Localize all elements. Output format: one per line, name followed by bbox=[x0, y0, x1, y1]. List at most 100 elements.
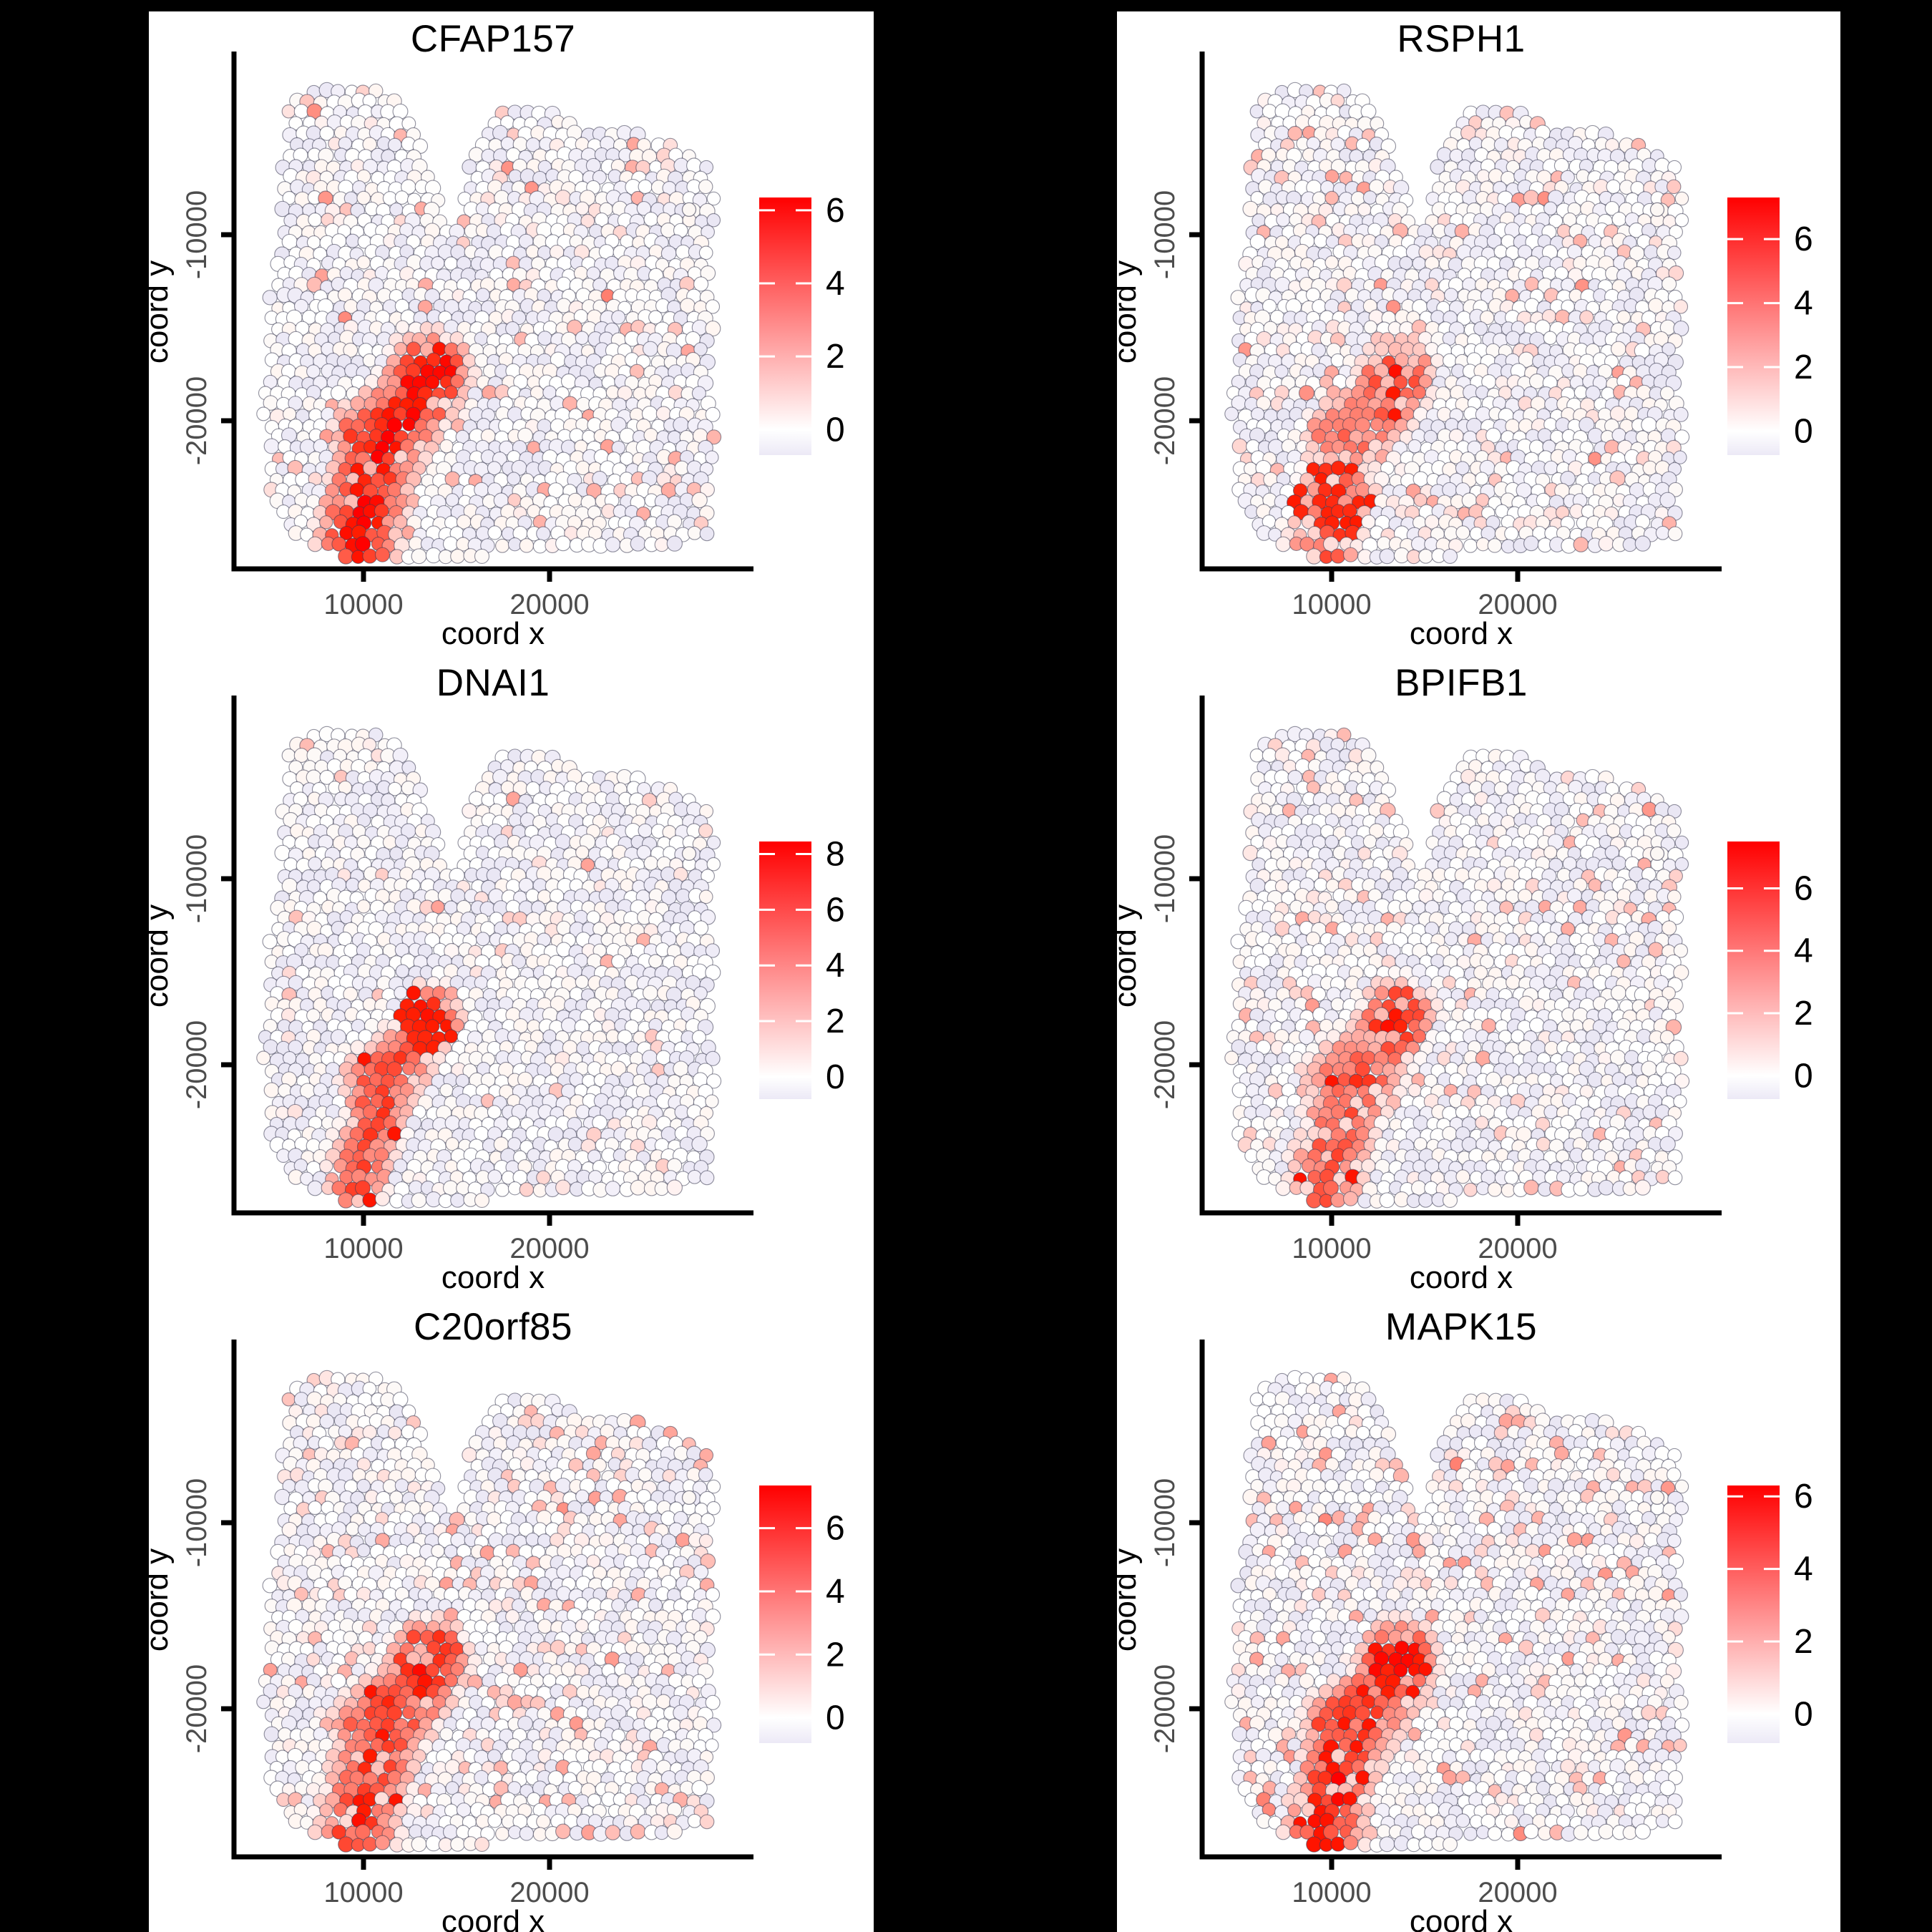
y-tick-label: -20000 bbox=[181, 1664, 213, 1754]
axes bbox=[1189, 1340, 1722, 1870]
colorbar-legend: 6 4 2 0 bbox=[759, 192, 845, 455]
colorbar-tick-label: 0 bbox=[1794, 1695, 1813, 1733]
mapk15-plot: 10000 20000 -10000 -20000 coord x coord y 6 4 2 0 bbox=[1117, 1340, 1813, 1932]
y-tick-label: -10000 bbox=[1149, 190, 1181, 280]
dnai1-plot: 10000 20000 -10000 -20000 coord x coord y 8 6 4 2… bbox=[149, 696, 845, 1295]
panel-cfap157: CFAP157 10000 20000 -10000 -20000 coord x coo… bbox=[149, 11, 874, 655]
page-title: DNAI1 bbox=[436, 662, 550, 704]
x-axis-title: coord x bbox=[1410, 1260, 1513, 1295]
colorbar-gradient bbox=[759, 841, 811, 1099]
x-tick-label: 20000 bbox=[1478, 589, 1557, 620]
x-tick-label: 20000 bbox=[1478, 1877, 1557, 1908]
y-tick-label: -20000 bbox=[1149, 1664, 1181, 1754]
colorbar-legend: 6 4 2 0 bbox=[759, 1485, 845, 1743]
spots-layer bbox=[256, 1370, 722, 1853]
colorbar-legend: 6 4 2 0 bbox=[1727, 841, 1813, 1099]
colorbar-tick-label: 0 bbox=[826, 1699, 845, 1737]
rsph1-plot: 10000 20000 -10000 -20000 coord x coord y 6 4 2 0 bbox=[1117, 52, 1813, 651]
colorbar-tick-label: 4 bbox=[826, 947, 845, 985]
y-tick-label: -10000 bbox=[1149, 1478, 1181, 1568]
page-title: BPIFB1 bbox=[1395, 662, 1528, 704]
colorbar-tick-label: 6 bbox=[826, 1510, 845, 1548]
axis-labels: 10000 20000 -10000 -20000 coord x coord y bbox=[149, 1478, 590, 1932]
cfap157-plot: 10000 20000 -10000 -20000 coord x coord y 6 4 2 0 bbox=[149, 52, 845, 651]
panel-c20orf85: C20orf85 10000 20000 -10000 -20000 coord x co… bbox=[149, 1299, 874, 1932]
page-title: CFAP157 bbox=[410, 18, 576, 60]
isolated-spot bbox=[1649, 846, 1665, 862]
colorbar-legend: 6 4 2 0 bbox=[1727, 1478, 1813, 1743]
axis-labels: 10000 20000 -10000 -20000 coord x coord y bbox=[149, 834, 590, 1295]
colorbar-tick-label: 2 bbox=[1794, 995, 1813, 1033]
y-axis-title: coord y bbox=[149, 1548, 175, 1652]
colorbar-gradient bbox=[759, 1485, 811, 1743]
y-axis-title: coord y bbox=[1117, 260, 1143, 364]
x-tick-label: 10000 bbox=[1292, 1233, 1371, 1264]
y-axis-title: coord y bbox=[149, 260, 175, 364]
panel-rsph1: RSPH1 10000 20000 -10000 -20000 coord x coord… bbox=[1117, 11, 1840, 655]
axis-labels: 10000 20000 -10000 -20000 coord x coord y bbox=[1117, 1478, 1558, 1932]
x-tick-label: 20000 bbox=[509, 1233, 589, 1264]
colorbar-tick-label: 2 bbox=[1794, 348, 1813, 386]
x-axis-title: coord x bbox=[1410, 1904, 1513, 1932]
axis-labels: 10000 20000 -10000 -20000 coord x coord y bbox=[1117, 834, 1558, 1295]
y-axis-title: coord y bbox=[1117, 904, 1143, 1008]
colorbar-legend: 6 4 2 0 bbox=[1727, 197, 1813, 455]
x-tick-label: 10000 bbox=[1292, 589, 1371, 620]
y-axis-title: coord y bbox=[149, 904, 175, 1008]
x-axis-title: coord x bbox=[1410, 616, 1513, 651]
axis-labels: 10000 20000 -10000 -20000 coord x coord y bbox=[149, 190, 590, 651]
colorbar-gradient bbox=[1727, 1485, 1780, 1743]
colorbar-tick-label: 6 bbox=[1794, 220, 1813, 258]
y-tick-label: -10000 bbox=[1149, 834, 1181, 924]
axis-labels: 10000 20000 -10000 -20000 coord x coord y bbox=[1117, 190, 1558, 651]
x-tick-label: 10000 bbox=[1292, 1877, 1371, 1908]
colorbar-tick-label: 2 bbox=[826, 1636, 845, 1674]
colorbar-tick-label: 0 bbox=[826, 1058, 845, 1096]
colorbar-tick-label: 4 bbox=[1794, 285, 1813, 323]
colorbar-tick-label: 6 bbox=[1794, 870, 1813, 908]
isolated-spot bbox=[1649, 202, 1665, 218]
isolated-spot bbox=[1649, 1490, 1665, 1506]
page-title: RSPH1 bbox=[1397, 18, 1526, 60]
page-title: C20orf85 bbox=[413, 1306, 573, 1348]
colorbar-tick-label: 2 bbox=[1794, 1623, 1813, 1661]
page-title: MAPK15 bbox=[1385, 1306, 1538, 1348]
colorbar-tick-label: 4 bbox=[826, 1573, 845, 1611]
axes bbox=[1189, 696, 1722, 1226]
colorbar-tick-label: 4 bbox=[1794, 932, 1813, 970]
axes bbox=[1189, 52, 1722, 582]
colorbar-legend: 8 6 4 2 0 bbox=[759, 836, 845, 1099]
y-tick-label: -20000 bbox=[1149, 1020, 1181, 1110]
colorbar-tick-label: 2 bbox=[826, 1002, 845, 1040]
y-tick-label: -20000 bbox=[181, 376, 213, 466]
colorbar-tick-label: 0 bbox=[826, 411, 845, 449]
axes bbox=[221, 1340, 753, 1870]
spots-layer bbox=[256, 82, 722, 565]
panel-dnai1: DNAI1 10000 20000 -10000 -20000 coord x coord… bbox=[149, 655, 874, 1299]
isolated-spot bbox=[681, 202, 697, 218]
x-axis-title: coord x bbox=[441, 1260, 545, 1295]
spots-layer bbox=[1224, 82, 1690, 565]
x-tick-label: 10000 bbox=[323, 589, 403, 620]
y-tick-label: -20000 bbox=[181, 1020, 213, 1110]
colorbar-tick-label: 6 bbox=[826, 891, 845, 929]
axes bbox=[221, 52, 753, 582]
spots-layer bbox=[1224, 726, 1690, 1209]
y-tick-label: -10000 bbox=[181, 1478, 213, 1568]
colorbar-gradient bbox=[1727, 197, 1780, 455]
y-tick-label: -20000 bbox=[1149, 376, 1181, 466]
colorbar-tick-label: 2 bbox=[826, 338, 845, 376]
colorbar-gradient bbox=[1727, 841, 1780, 1099]
colorbar-gradient bbox=[759, 197, 811, 455]
axes bbox=[221, 696, 753, 1226]
x-tick-label: 20000 bbox=[509, 1877, 589, 1908]
isolated-spot bbox=[681, 846, 697, 862]
colorbar-tick-label: 6 bbox=[826, 192, 845, 230]
x-tick-label: 10000 bbox=[323, 1233, 403, 1264]
x-axis-title: coord x bbox=[441, 1904, 545, 1932]
colorbar-tick-label: 4 bbox=[826, 265, 845, 303]
c20orf85-plot: 10000 20000 -10000 -20000 coord x coord y 6 4 2 0 bbox=[149, 1340, 845, 1932]
x-tick-label: 10000 bbox=[323, 1877, 403, 1908]
y-tick-label: -10000 bbox=[181, 190, 213, 280]
